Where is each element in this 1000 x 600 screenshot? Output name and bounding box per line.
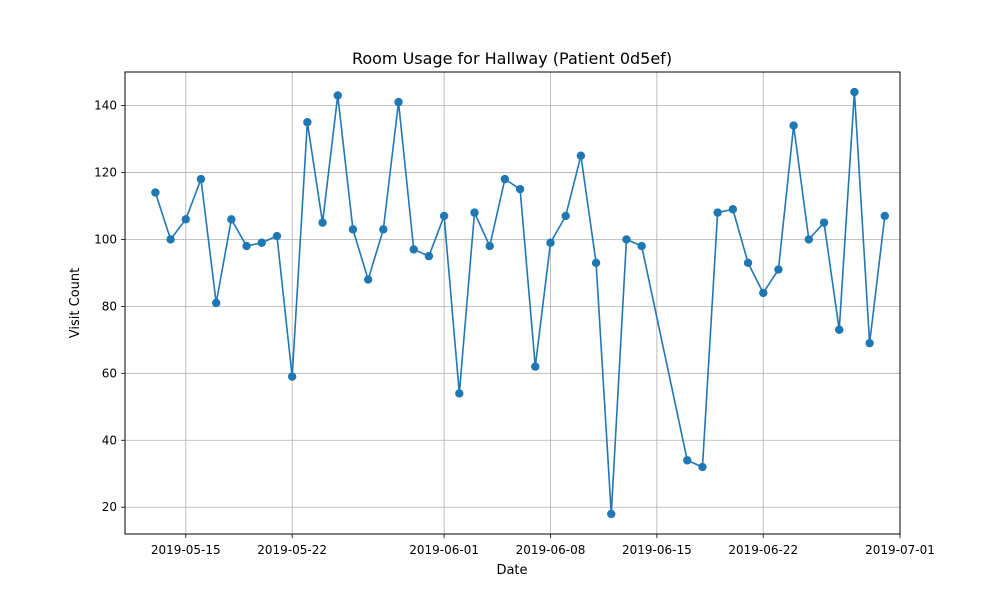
data-point [713, 208, 722, 217]
data-point [181, 215, 190, 224]
data-point [865, 338, 874, 348]
data-point [363, 275, 373, 284]
chart-title: Room Usage for Hallway (Patient 0d5ef) [352, 49, 672, 68]
data-point [850, 87, 859, 97]
y-tick-label: 60 [102, 366, 117, 380]
grid [125, 72, 901, 534]
data-point [607, 509, 616, 519]
y-tick-label: 140 [94, 98, 117, 112]
data-point [409, 245, 418, 254]
data-point [379, 225, 388, 234]
data-point [166, 235, 175, 244]
data-point [819, 218, 829, 227]
y-tick-label: 120 [94, 165, 117, 179]
plot-frame [124, 71, 901, 535]
data-point [455, 389, 464, 398]
data-point [272, 231, 282, 241]
x-axis-ticks: 2019-05-15 2019-05-22 2019-06-01 2019-06-08… [151, 534, 935, 557]
data-point [880, 211, 889, 221]
data-point [698, 462, 707, 472]
data-point [439, 211, 449, 221]
x-tick-label: 2019-06-01 [409, 543, 479, 557]
data-point [789, 121, 798, 130]
data-point [743, 258, 753, 268]
y-axis-ticks: 20 40 60 80 100 120 140 [94, 98, 125, 514]
y-axis-label: Visit Count [68, 268, 83, 338]
data-point [591, 258, 601, 268]
data-point [576, 151, 586, 160]
data-point [424, 251, 434, 261]
data-point [394, 97, 403, 107]
x-tick-label: 2019-06-08 [516, 543, 586, 557]
data-point [759, 288, 768, 298]
data-point [151, 188, 160, 197]
x-tick-label: 2019-05-22 [257, 543, 327, 557]
data-point [728, 205, 738, 214]
data-point [348, 225, 358, 234]
data-point [683, 456, 692, 465]
x-tick-label: 2019-06-15 [622, 543, 692, 557]
y-tick-label: 40 [102, 433, 117, 447]
y-tick-label: 100 [94, 232, 117, 246]
data-point [804, 235, 814, 244]
data-point [531, 362, 540, 371]
data-point [500, 174, 510, 184]
data-point [333, 91, 342, 100]
data-point [257, 238, 266, 247]
data-point [515, 184, 525, 194]
data-point [227, 215, 236, 224]
data-point [835, 325, 844, 334]
x-tick-label: 2019-05-15 [151, 543, 221, 557]
data-point [622, 235, 631, 244]
data-point [470, 208, 479, 217]
data-point [287, 372, 297, 381]
data-point [774, 265, 783, 274]
data-point [242, 241, 251, 251]
data-series [151, 87, 889, 519]
data-point [561, 211, 570, 221]
y-tick-label: 80 [102, 299, 117, 313]
data-point [318, 218, 327, 227]
data-point [303, 118, 312, 127]
data-point [546, 238, 555, 247]
x-tick-label: 2019-07-01 [865, 543, 935, 557]
data-point [637, 241, 646, 251]
x-axis-label: Date [496, 563, 527, 578]
data-point [211, 298, 221, 308]
x-tick-label: 2019-06-22 [728, 543, 798, 557]
data-point [485, 241, 494, 251]
y-tick-label: 20 [102, 500, 117, 514]
data-point [196, 174, 206, 184]
